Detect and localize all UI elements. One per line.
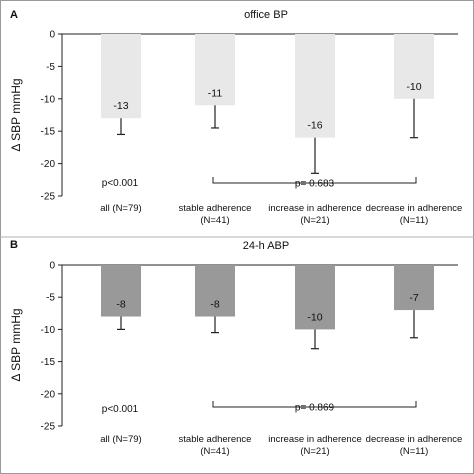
p-value-overall: p<0.001 bbox=[102, 178, 139, 189]
category-label-line: (N=41) bbox=[200, 446, 229, 457]
data-label: -8 bbox=[116, 299, 125, 311]
comparison-bracket bbox=[212, 177, 417, 184]
chart-title: 24-h ABP bbox=[243, 240, 289, 252]
bar bbox=[394, 34, 434, 99]
bar bbox=[195, 34, 235, 106]
panel-b-chart: B 24-h ABP Δ SBP mmHg 0 -5 -10 -15 -20 -25 -8 all … bbox=[9, 239, 462, 457]
y-tick-label: -25 bbox=[41, 192, 56, 203]
category-label-line: (N=11) bbox=[400, 215, 429, 226]
category-label-line: (N=21) bbox=[300, 215, 329, 226]
category-label-line: increase in adherence bbox=[268, 203, 361, 214]
category-label-line: all (N=79) bbox=[100, 203, 141, 214]
data-label: -11 bbox=[208, 87, 223, 99]
bar bbox=[101, 34, 141, 119]
category-label: increase in adherence (N=21) bbox=[268, 434, 361, 457]
y-tick-label: -20 bbox=[41, 159, 56, 170]
y-axis-label: Δ SBP mmHg bbox=[9, 308, 23, 381]
data-label: -8 bbox=[210, 299, 219, 311]
data-label: -16 bbox=[307, 120, 322, 132]
bar bbox=[295, 265, 335, 330]
y-tick-label: 0 bbox=[49, 30, 55, 41]
panel-label: A bbox=[10, 9, 18, 21]
category-label-line: stable adherence bbox=[179, 203, 252, 214]
data-label: -7 bbox=[409, 292, 418, 304]
category-label-line: (N=41) bbox=[200, 215, 229, 226]
y-tick-label: -15 bbox=[41, 127, 56, 138]
category-label-line: decrease in adherence bbox=[366, 203, 463, 214]
category-label: stable adherence (N=41) bbox=[179, 434, 252, 457]
y-axis-label: Δ SBP mmHg bbox=[9, 78, 23, 151]
y-tick-label: -10 bbox=[41, 94, 56, 105]
bar bbox=[101, 265, 141, 317]
p-value-groups: p= 0.869 bbox=[295, 403, 335, 414]
data-label: -10 bbox=[307, 311, 322, 323]
category-label-line: (N=11) bbox=[400, 446, 429, 457]
data-label: -10 bbox=[406, 81, 421, 93]
bar bbox=[195, 265, 235, 317]
panel-label: B bbox=[10, 239, 18, 251]
category-label: all (N=79) bbox=[100, 434, 141, 445]
y-tick-label: -20 bbox=[41, 389, 56, 400]
y-tick-label: 0 bbox=[49, 261, 55, 272]
category-label: decrease in adherence (N=11) bbox=[366, 203, 463, 226]
y-tick-label: -25 bbox=[41, 422, 56, 433]
category-label-line: (N=21) bbox=[300, 446, 329, 457]
category-label-line: stable adherence bbox=[179, 434, 252, 445]
comparison-bracket bbox=[212, 401, 417, 408]
y-tick-label: -15 bbox=[41, 357, 56, 368]
data-label: -13 bbox=[113, 100, 128, 112]
y-tick-label: -10 bbox=[41, 325, 56, 336]
chart-title: office BP bbox=[244, 9, 288, 21]
category-label: decrease in adherence (N=11) bbox=[366, 434, 463, 457]
category-label-line: decrease in adherence bbox=[366, 434, 463, 445]
bar bbox=[394, 265, 434, 311]
category-label: increase in adherence (N=21) bbox=[268, 203, 361, 226]
category-label-line: increase in adherence bbox=[268, 434, 361, 445]
y-tick-label: -5 bbox=[46, 62, 55, 73]
p-value-overall: p<0.001 bbox=[102, 404, 139, 415]
category-label-line: all (N=79) bbox=[100, 434, 141, 445]
category-label: stable adherence (N=41) bbox=[179, 203, 252, 226]
y-tick-label: -5 bbox=[46, 293, 55, 304]
category-label: all (N=79) bbox=[100, 203, 141, 214]
bar bbox=[295, 34, 335, 138]
p-value-groups: p= 0.683 bbox=[295, 179, 335, 190]
